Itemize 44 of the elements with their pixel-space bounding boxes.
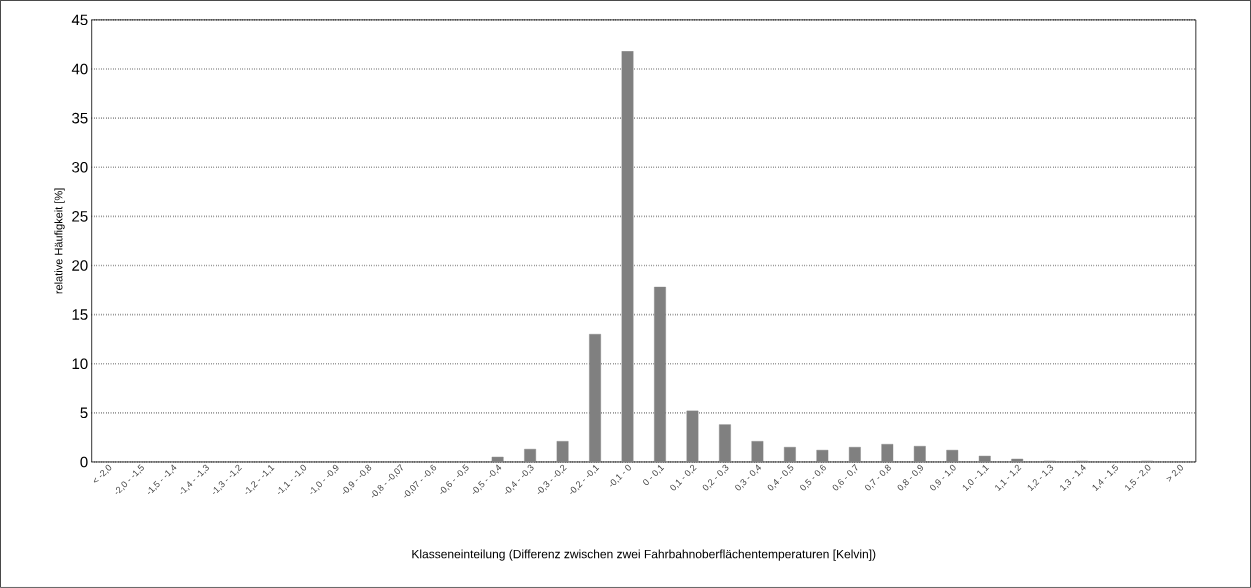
x-tick-label: -0,3 - -0,2 (537, 464, 567, 495)
x-tick-label: 1,4 - 1,5 (1092, 464, 1118, 491)
x-tick-label: 0,3 - 0,4 (735, 464, 762, 491)
x-tick-label: -0,5 - -0,4 (472, 464, 502, 495)
x-tick-label: 0,9 - 1,0 (930, 464, 956, 491)
x-tick-label: 0,7 - 0,8 (865, 464, 891, 491)
x-tick-label: -0,4 - -0,3 (505, 464, 534, 495)
x-tick-label: -1,0 - -0,9 (310, 464, 339, 495)
x-tick-label: 0,1 - 0,2 (670, 464, 697, 491)
y-tick-label: 0 (80, 456, 88, 468)
x-tick-label: -0,6 - -0,5 (440, 464, 469, 495)
x-tick-label: -1,2 - -1,1 (245, 465, 275, 495)
y-tick-label: 15 (72, 309, 88, 320)
x-tick-label: -0,9 - -0,8 (342, 464, 372, 495)
x-tick-label: -1,1 - -1,0 (277, 464, 307, 495)
y-axis-title: relative Häufigkeit [%] (54, 188, 65, 294)
x-tick-label: -1,3 - -1,2 (213, 464, 242, 495)
x-tick-label: 0,2 - 0,3 (702, 464, 729, 491)
x-tick-label: 1,2 - 1,3 (1027, 464, 1054, 492)
x-tick-label: > 2,0 (1166, 464, 1183, 482)
x-tick-label: < -2,0 (93, 464, 112, 483)
y-tick-label: 45 (71, 14, 88, 26)
x-tick-label: 0 - 0,1 (643, 465, 665, 486)
x-tick-label: 0,8 - 0,9 (897, 464, 924, 491)
y-tick-label: 25 (72, 211, 88, 222)
x-tick-label: 1,1 - 1,2 (995, 464, 1022, 492)
y-tick-label: 20 (72, 260, 88, 271)
x-tick-label: -0,2 - -0,1 (570, 465, 600, 495)
x-tick-label: -1,4 - -1,3 (180, 464, 209, 495)
x-tick-label: -0,1 - 0 (610, 464, 631, 487)
y-tick-label: 35 (72, 112, 88, 124)
x-tick-label: 0,4 - 0,5 (767, 464, 794, 491)
x-tick-label: 1,0 - 1,1 (962, 465, 989, 492)
y-tick-label: 5 (80, 407, 88, 419)
x-tick-label: 0,5 - 0,6 (800, 464, 826, 491)
x-tick-label: 1,3 - 1,4 (1060, 464, 1086, 492)
y-tick-label: 30 (72, 162, 88, 173)
x-tick-label: -2,0 - -1,5 (115, 464, 144, 495)
y-tick-label: 10 (72, 358, 88, 370)
x-tick-label: 1,5 - 2,0 (1125, 464, 1151, 492)
y-tick-label: 40 (71, 63, 88, 75)
x-tick-label: 0,6 - 0,7 (832, 464, 858, 491)
x-tick-label: -1,5 - -1,4 (148, 464, 177, 494)
x-axis-title: Klasseneinteilung (Differenz zwischen zwei Fahrbahnoberflächentemperaturen [Kelvin]) (412, 549, 876, 561)
